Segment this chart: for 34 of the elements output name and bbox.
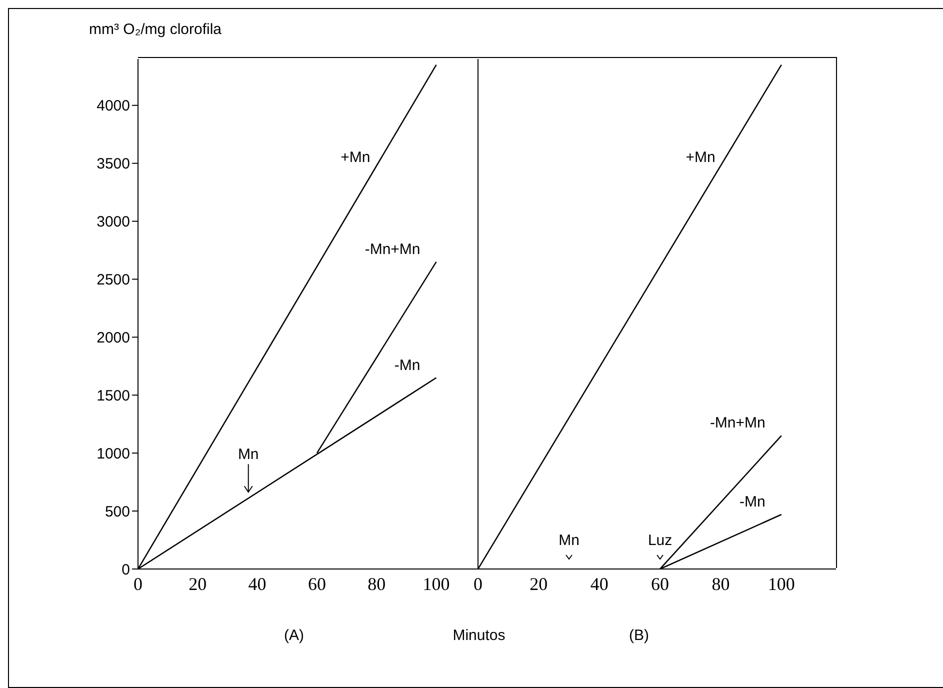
series-label: -Mn+Mn: [364, 240, 420, 258]
annotation: Mn: [558, 532, 580, 549]
x-tick-label: 0: [474, 574, 482, 594]
x-tick-label: 60: [651, 574, 670, 594]
x-tick-label: 20: [530, 574, 548, 594]
x-tick-label: 0: [134, 574, 142, 594]
series-label: +Mn: [686, 148, 716, 166]
text: (A): [283, 627, 305, 644]
x-tick-label: 100: [768, 574, 795, 594]
x-tick-label: 60: [308, 574, 326, 594]
y-tick-label: 0: [122, 561, 130, 578]
x-tick-label: 100: [422, 574, 450, 594]
x-tick-label: 80: [712, 574, 730, 594]
series-label: -Mn: [740, 494, 766, 511]
y-axis-title: mm³ O₂/mg clorofila: [89, 21, 222, 38]
y-tick-label: 4000: [96, 98, 130, 115]
y-tick-label: 1000: [96, 445, 130, 462]
x-tick-label: 20: [188, 574, 207, 594]
x-tick-label: 40: [590, 574, 608, 594]
text: (B): [628, 627, 650, 644]
series-label: -Mn: [394, 356, 420, 374]
series-label: -Mn+Mn: [710, 414, 766, 432]
x-tick-label: 40: [248, 574, 266, 594]
y-tick-label: 500: [104, 503, 130, 520]
y-tick-label: 2000: [96, 330, 130, 347]
y-tick-label: 1500: [96, 387, 130, 404]
annotation: Luz: [648, 532, 672, 549]
y-tick-label: 3500: [96, 156, 130, 173]
series-label: +Mn: [340, 148, 370, 166]
y-tick-label: 3000: [96, 214, 130, 231]
x-tick-label: 80: [368, 574, 386, 594]
x-axis-title: Minutos: [452, 627, 506, 644]
annotation: Mn: [238, 446, 259, 464]
y-tick-label: 2500: [96, 272, 130, 289]
